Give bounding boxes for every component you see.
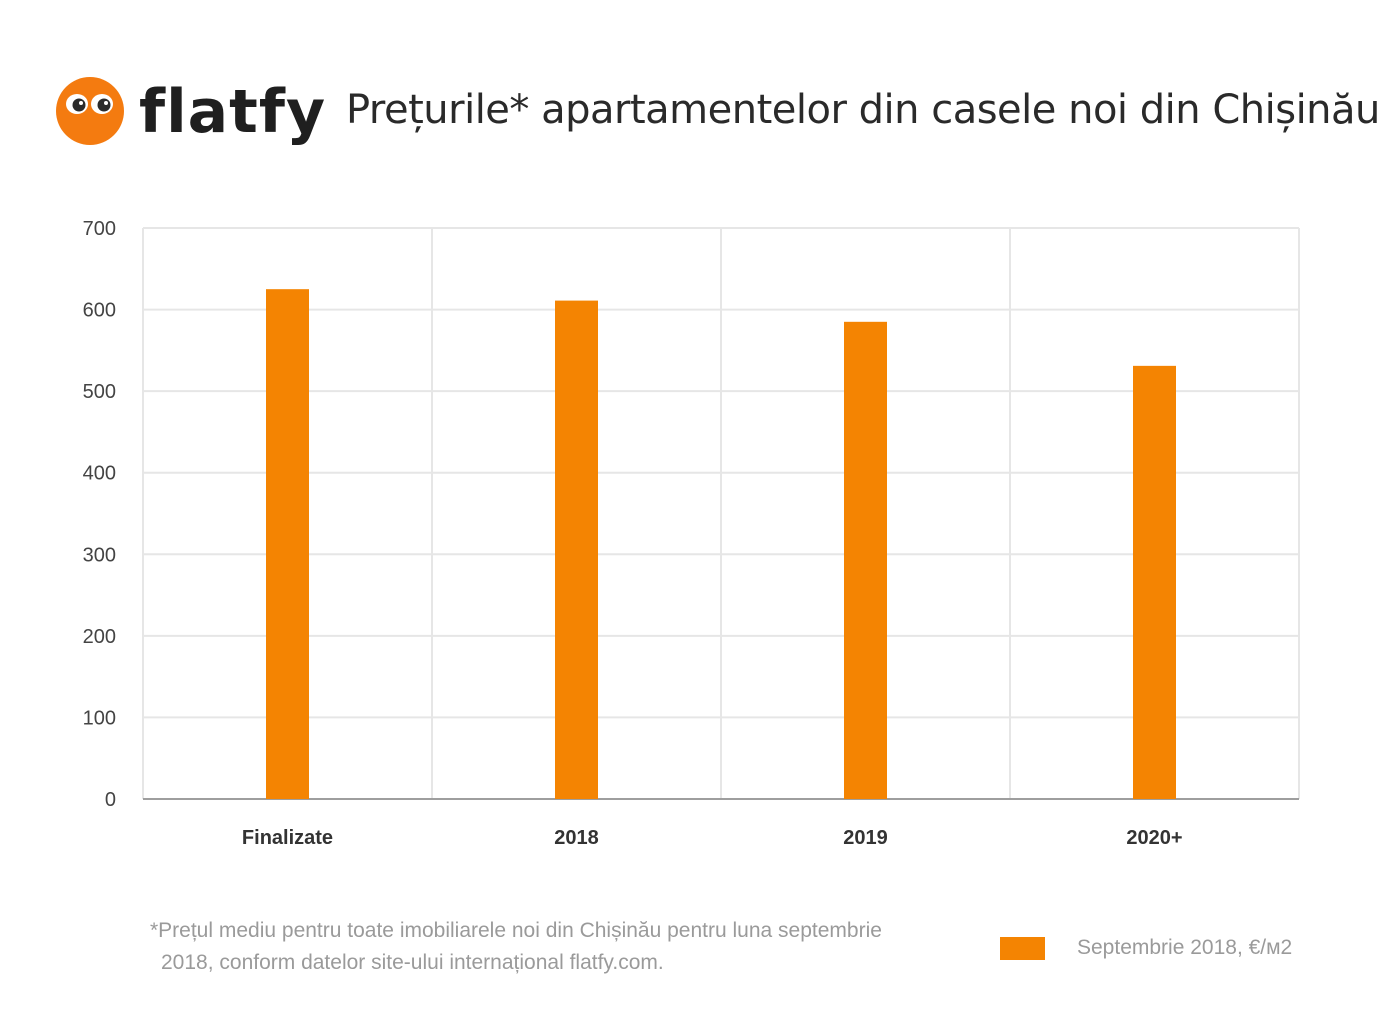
bar xyxy=(555,300,598,799)
y-tick-label: 200 xyxy=(83,626,116,648)
page-title: Prețurile* apartamentelor din casele noi… xyxy=(346,87,1380,133)
y-tick-label: 100 xyxy=(83,707,116,729)
bar xyxy=(844,321,887,799)
bar xyxy=(266,289,309,799)
legend-label: Septembrie 2018, €/м2 xyxy=(1077,936,1293,959)
y-tick-label: 600 xyxy=(83,300,116,322)
chart-grid xyxy=(142,227,1300,800)
y-tick-label: 300 xyxy=(83,544,116,566)
footnote: *Prețul mediu pentru toate imobiliarele … xyxy=(150,915,970,979)
y-tick-label: 700 xyxy=(83,218,116,240)
y-tick-label: 500 xyxy=(83,381,116,403)
x-axis-labels: Finalizate 2018 2019 2020+ xyxy=(242,827,1183,849)
x-tick-label: 2018 xyxy=(554,827,599,849)
bar xyxy=(1133,365,1176,799)
brand-name: flatfy xyxy=(139,77,327,147)
y-tick-label: 400 xyxy=(83,463,116,485)
y-axis-labels: 0 100 200 300 400 500 600 700 xyxy=(83,218,116,811)
legend-swatch xyxy=(1000,936,1045,960)
footnote-line-1: *Prețul mediu pentru toate imobiliarele … xyxy=(150,919,882,942)
owl-eyes-icon xyxy=(56,77,124,145)
x-tick-label: 2020+ xyxy=(1126,827,1182,849)
x-tick-label: Finalizate xyxy=(242,827,333,849)
x-tick-label: 2019 xyxy=(843,827,888,849)
y-tick-label: 0 xyxy=(105,789,116,811)
bar-chart: 0 100 200 300 400 500 600 700 Finalizate 2018 201… xyxy=(83,218,1300,849)
chart-legend: Septembrie 2018, €/м2 xyxy=(1000,932,1292,964)
chart-bars xyxy=(266,289,1176,799)
flatfy-logo: flatfy xyxy=(55,76,325,156)
footnote-line-2: 2018, conform datelor site-ului internaț… xyxy=(161,951,664,974)
